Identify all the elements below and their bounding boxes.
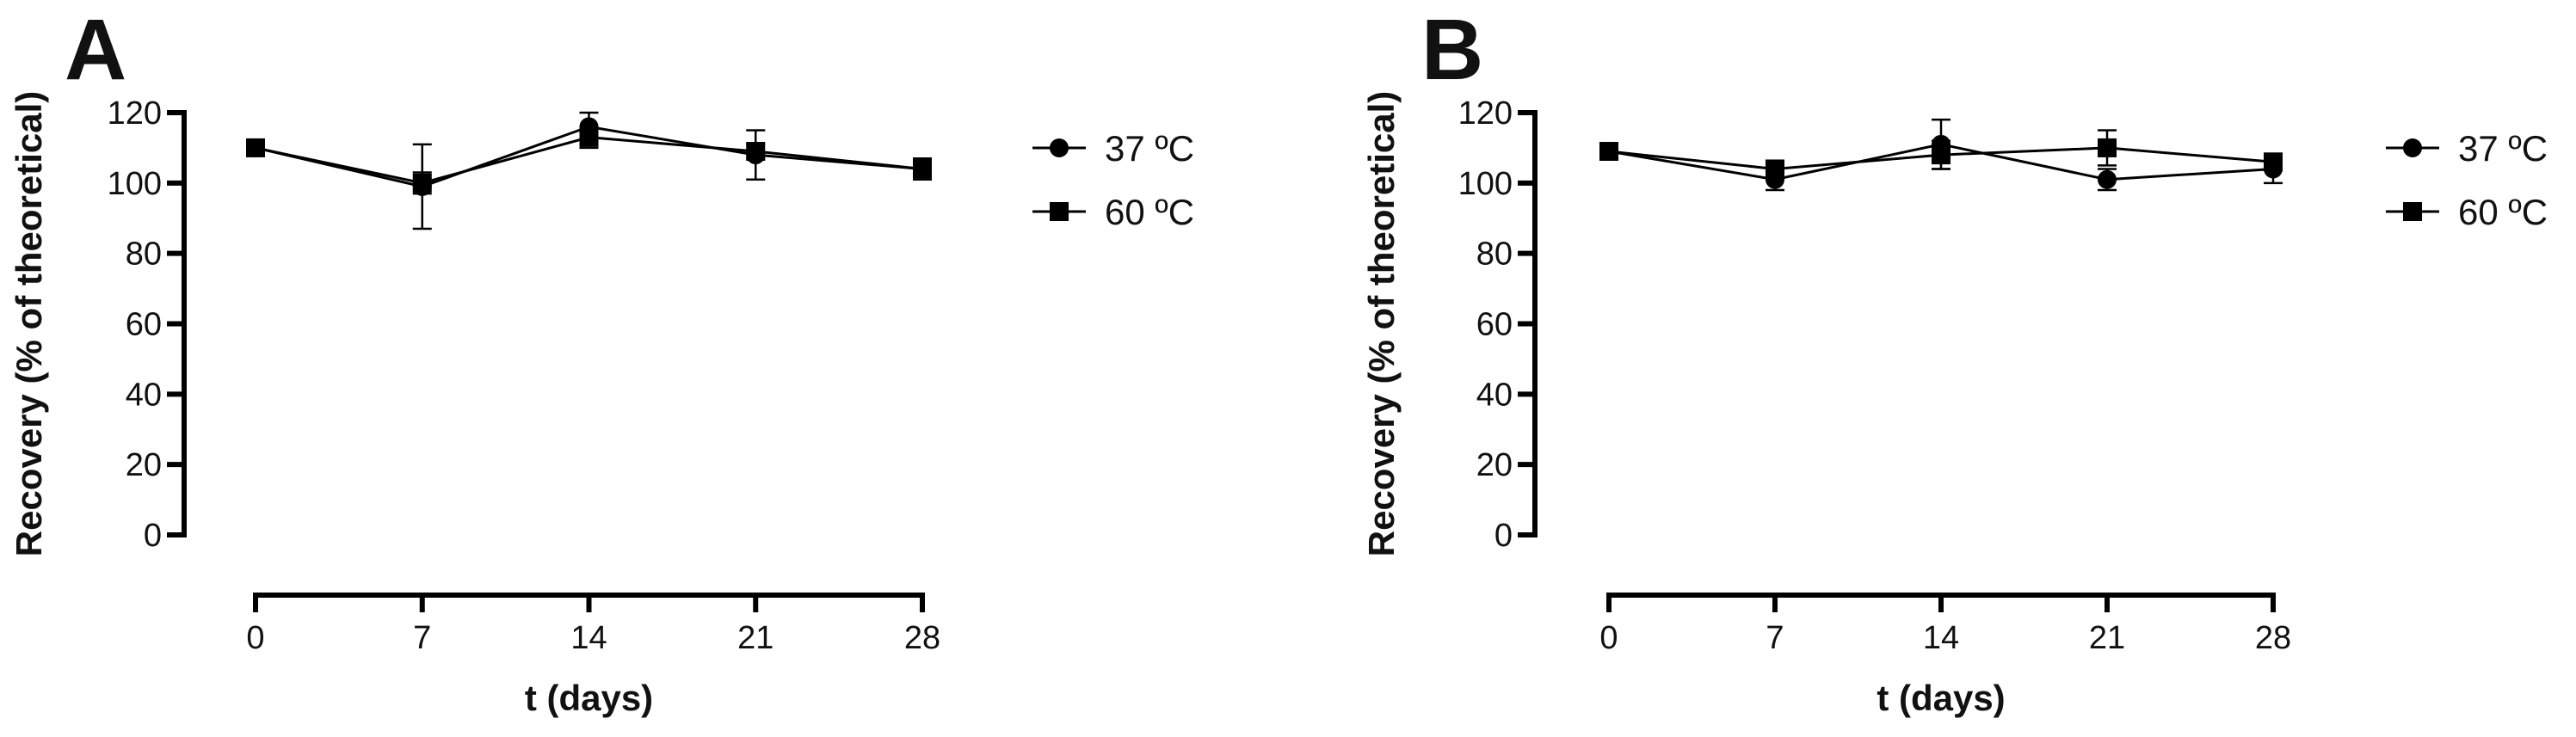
y-tick-label: 120 [1458, 95, 1513, 132]
y-axis-title: Recovery (% of theoretical) [1361, 91, 1402, 557]
y-tick-label: 80 [126, 236, 162, 273]
legend-label: 60 ºC [2458, 192, 2548, 232]
legend-marker-square [2403, 202, 2422, 221]
legend-marker-square [1050, 202, 1069, 221]
y-tick-label: 100 [1458, 166, 1513, 202]
legend-label: 37 ºC [1105, 128, 1194, 169]
legend-item: 60 ºC [1032, 192, 1194, 232]
x-axis-title: t (days) [525, 678, 653, 718]
data-point-circle [2098, 169, 2117, 189]
legend-item: 37 ºC [2386, 128, 2548, 169]
data-point-square [1766, 159, 1784, 179]
y-tick-label: 0 [144, 518, 162, 554]
series-60c [246, 126, 932, 195]
y-tick-label: 20 [126, 447, 162, 483]
x-tick-label: 14 [570, 620, 607, 656]
y-tick-label: 0 [1494, 518, 1513, 554]
data-point-square [412, 173, 432, 193]
y-tick-label: 80 [1476, 236, 1513, 273]
chart-panel-b: B 0 20 40 60 80 100 120 0 7 14 21 28 Recovery (% of t… [1361, 2, 2548, 718]
x-tick-label: 28 [904, 620, 940, 656]
y-tick-label: 40 [1476, 377, 1513, 413]
legend-label: 60 ºC [1105, 192, 1194, 232]
y-tick-label: 100 [108, 166, 162, 202]
y-tick-label: 60 [1476, 307, 1513, 343]
x-tick-label: 0 [1599, 620, 1618, 656]
data-point-square [1599, 142, 1618, 162]
x-tick-label: 21 [2089, 620, 2125, 656]
data-point-square [746, 142, 766, 162]
y-tick-label: 120 [108, 95, 162, 132]
data-point-square [2264, 152, 2283, 172]
panel-letter: A [65, 2, 126, 98]
panel-letter: B [1421, 2, 1483, 98]
legend-label: 37 ºC [2458, 128, 2548, 169]
y-tick-label: 20 [1476, 447, 1513, 483]
legend-item: 37 ºC [1032, 128, 1194, 169]
data-point-square [913, 159, 932, 179]
y-tick-label: 40 [126, 377, 162, 413]
chart-panel-a: A 0 20 40 60 80 100 120 0 7 14 21 28 Recovery (% of t… [9, 2, 1194, 718]
x-tick-label: 14 [1923, 620, 1959, 656]
x-axis-title: t (days) [1877, 678, 2005, 718]
x-tick-label: 7 [1766, 620, 1784, 656]
x-tick-label: 0 [246, 620, 264, 656]
data-point-square [579, 127, 599, 147]
series-60c [1599, 129, 2283, 179]
x-tick-label: 7 [413, 620, 431, 656]
data-point-square [2098, 138, 2117, 157]
legend-marker-circle [1050, 138, 1069, 157]
y-tick-label: 60 [126, 307, 162, 343]
data-point-square [1932, 145, 1950, 165]
x-tick-label: 21 [737, 620, 773, 656]
x-tick-label: 28 [2255, 620, 2291, 656]
legend-marker-circle [2403, 138, 2422, 157]
data-point-square [246, 138, 265, 157]
y-axis-title: Recovery (% of theoretical) [9, 91, 49, 557]
legend-item: 60 ºC [2386, 192, 2548, 232]
